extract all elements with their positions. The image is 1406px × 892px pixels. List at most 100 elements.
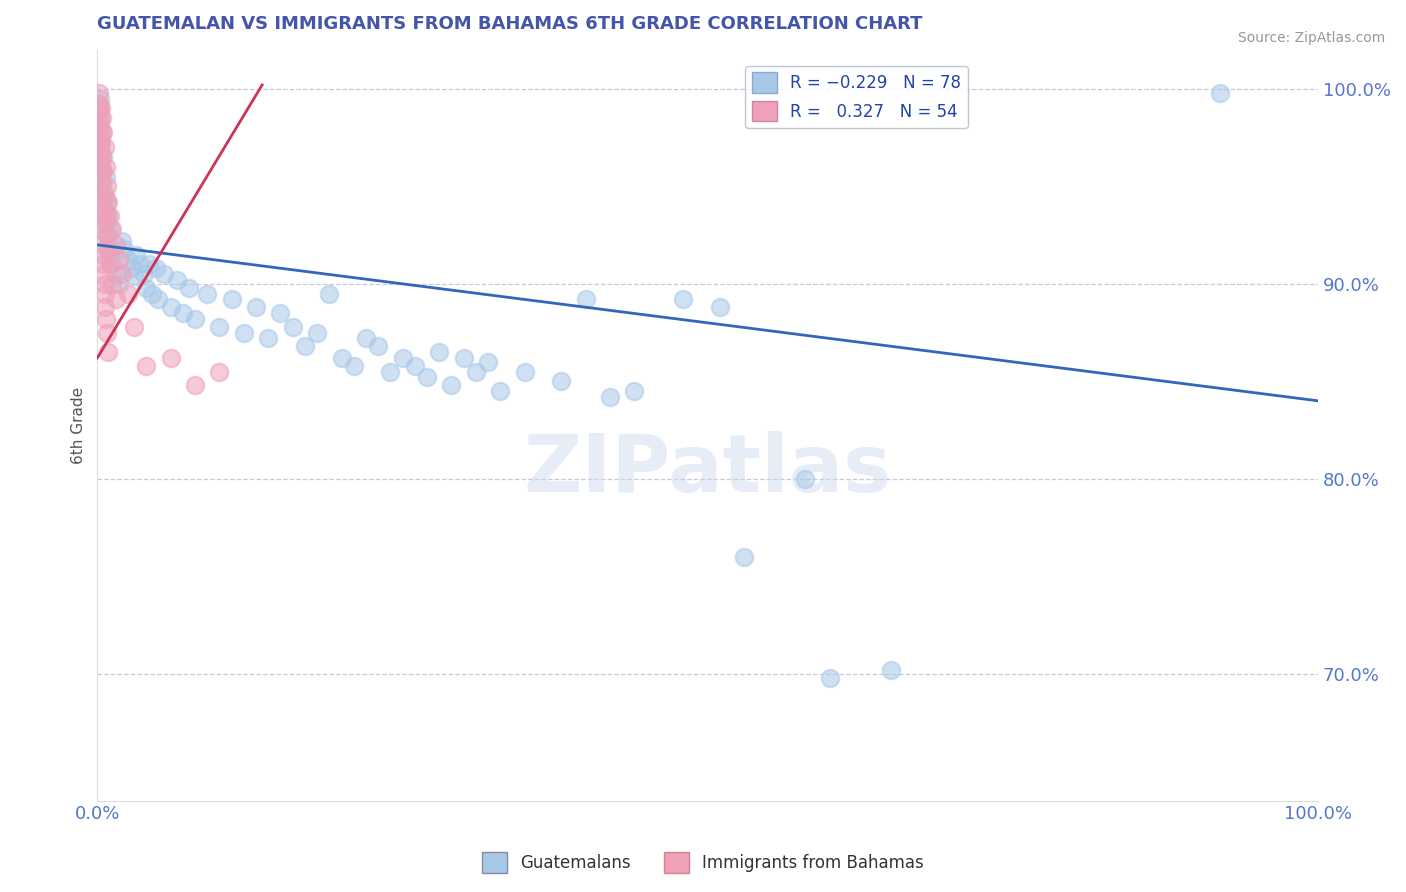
- Point: [94, 312, 117, 326]
- Point: [733, 549, 755, 564]
- Point: [96, 194, 118, 209]
- Point: [87, 120, 110, 135]
- Point: [1209, 86, 1232, 100]
- Point: [125, 247, 148, 261]
- Text: Source: ZipAtlas.com: Source: ZipAtlas.com: [1237, 31, 1385, 45]
- Point: [880, 663, 903, 677]
- Text: ZIPatlas: ZIPatlas: [523, 431, 891, 509]
- Point: [221, 293, 243, 307]
- Point: [391, 351, 413, 365]
- Point: [93, 191, 115, 205]
- Point: [145, 261, 167, 276]
- Point: [135, 359, 157, 373]
- Point: [117, 286, 139, 301]
- Point: [91, 237, 114, 252]
- Point: [709, 300, 731, 314]
- Point: [97, 242, 120, 256]
- Point: [404, 359, 426, 373]
- Point: [93, 286, 115, 301]
- Point: [208, 365, 231, 379]
- Point: [94, 160, 117, 174]
- Point: [318, 286, 340, 301]
- Point: [94, 209, 117, 223]
- Point: [117, 253, 139, 268]
- Point: [111, 234, 134, 248]
- Point: [343, 359, 366, 373]
- Point: [195, 286, 218, 301]
- Point: [91, 163, 114, 178]
- Point: [90, 183, 112, 197]
- Point: [184, 378, 207, 392]
- Point: [122, 268, 145, 283]
- Point: [453, 351, 475, 365]
- Point: [416, 370, 439, 384]
- Point: [89, 145, 111, 159]
- Y-axis label: 6th Grade: 6th Grade: [72, 386, 86, 464]
- Point: [177, 281, 200, 295]
- Point: [138, 257, 160, 271]
- Point: [153, 267, 176, 281]
- Text: GUATEMALAN VS IMMIGRANTS FROM BAHAMAS 6TH GRADE CORRELATION CHART: GUATEMALAN VS IMMIGRANTS FROM BAHAMAS 6T…: [97, 15, 922, 33]
- Point: [477, 355, 499, 369]
- Point: [269, 306, 291, 320]
- Point: [427, 345, 450, 359]
- Point: [98, 209, 121, 223]
- Point: [367, 339, 389, 353]
- Point: [98, 247, 121, 261]
- Point: [90, 101, 112, 115]
- Point: [93, 183, 115, 197]
- Point: [104, 293, 127, 307]
- Point: [132, 267, 155, 281]
- Point: [90, 145, 112, 159]
- Point: [111, 267, 134, 281]
- Point: [89, 163, 111, 178]
- Point: [93, 189, 115, 203]
- Point: [672, 293, 695, 307]
- Point: [818, 671, 841, 685]
- Point: [91, 222, 114, 236]
- Point: [122, 319, 145, 334]
- Point: [440, 378, 463, 392]
- Point: [91, 125, 114, 139]
- Point: [98, 257, 121, 271]
- Point: [93, 257, 115, 271]
- Point: [91, 214, 114, 228]
- Point: [93, 140, 115, 154]
- Point: [245, 300, 267, 314]
- Point: [97, 345, 120, 359]
- Point: [166, 273, 188, 287]
- Point: [380, 365, 402, 379]
- Point: [90, 130, 112, 145]
- Point: [89, 117, 111, 131]
- Point: [794, 472, 817, 486]
- Point: [104, 267, 127, 281]
- Point: [90, 176, 112, 190]
- Point: [141, 286, 163, 301]
- Point: [93, 267, 115, 281]
- Point: [93, 277, 115, 291]
- Point: [96, 228, 118, 243]
- Point: [97, 237, 120, 252]
- Point: [90, 156, 112, 170]
- Point: [93, 300, 115, 314]
- Point: [599, 390, 621, 404]
- Point: [87, 130, 110, 145]
- Point: [172, 306, 194, 320]
- Point: [330, 351, 353, 365]
- Point: [550, 375, 572, 389]
- Point: [135, 281, 157, 295]
- Point: [184, 312, 207, 326]
- Point: [104, 237, 127, 252]
- Point: [208, 319, 231, 334]
- Point: [94, 169, 117, 184]
- Point: [96, 226, 118, 240]
- Point: [87, 97, 110, 112]
- Point: [93, 163, 115, 178]
- Legend: Guatemalans, Immigrants from Bahamas: Guatemalans, Immigrants from Bahamas: [475, 846, 931, 880]
- Point: [464, 365, 486, 379]
- Point: [108, 277, 131, 291]
- Point: [93, 125, 115, 139]
- Point: [90, 194, 112, 209]
- Point: [91, 176, 114, 190]
- Point: [89, 101, 111, 115]
